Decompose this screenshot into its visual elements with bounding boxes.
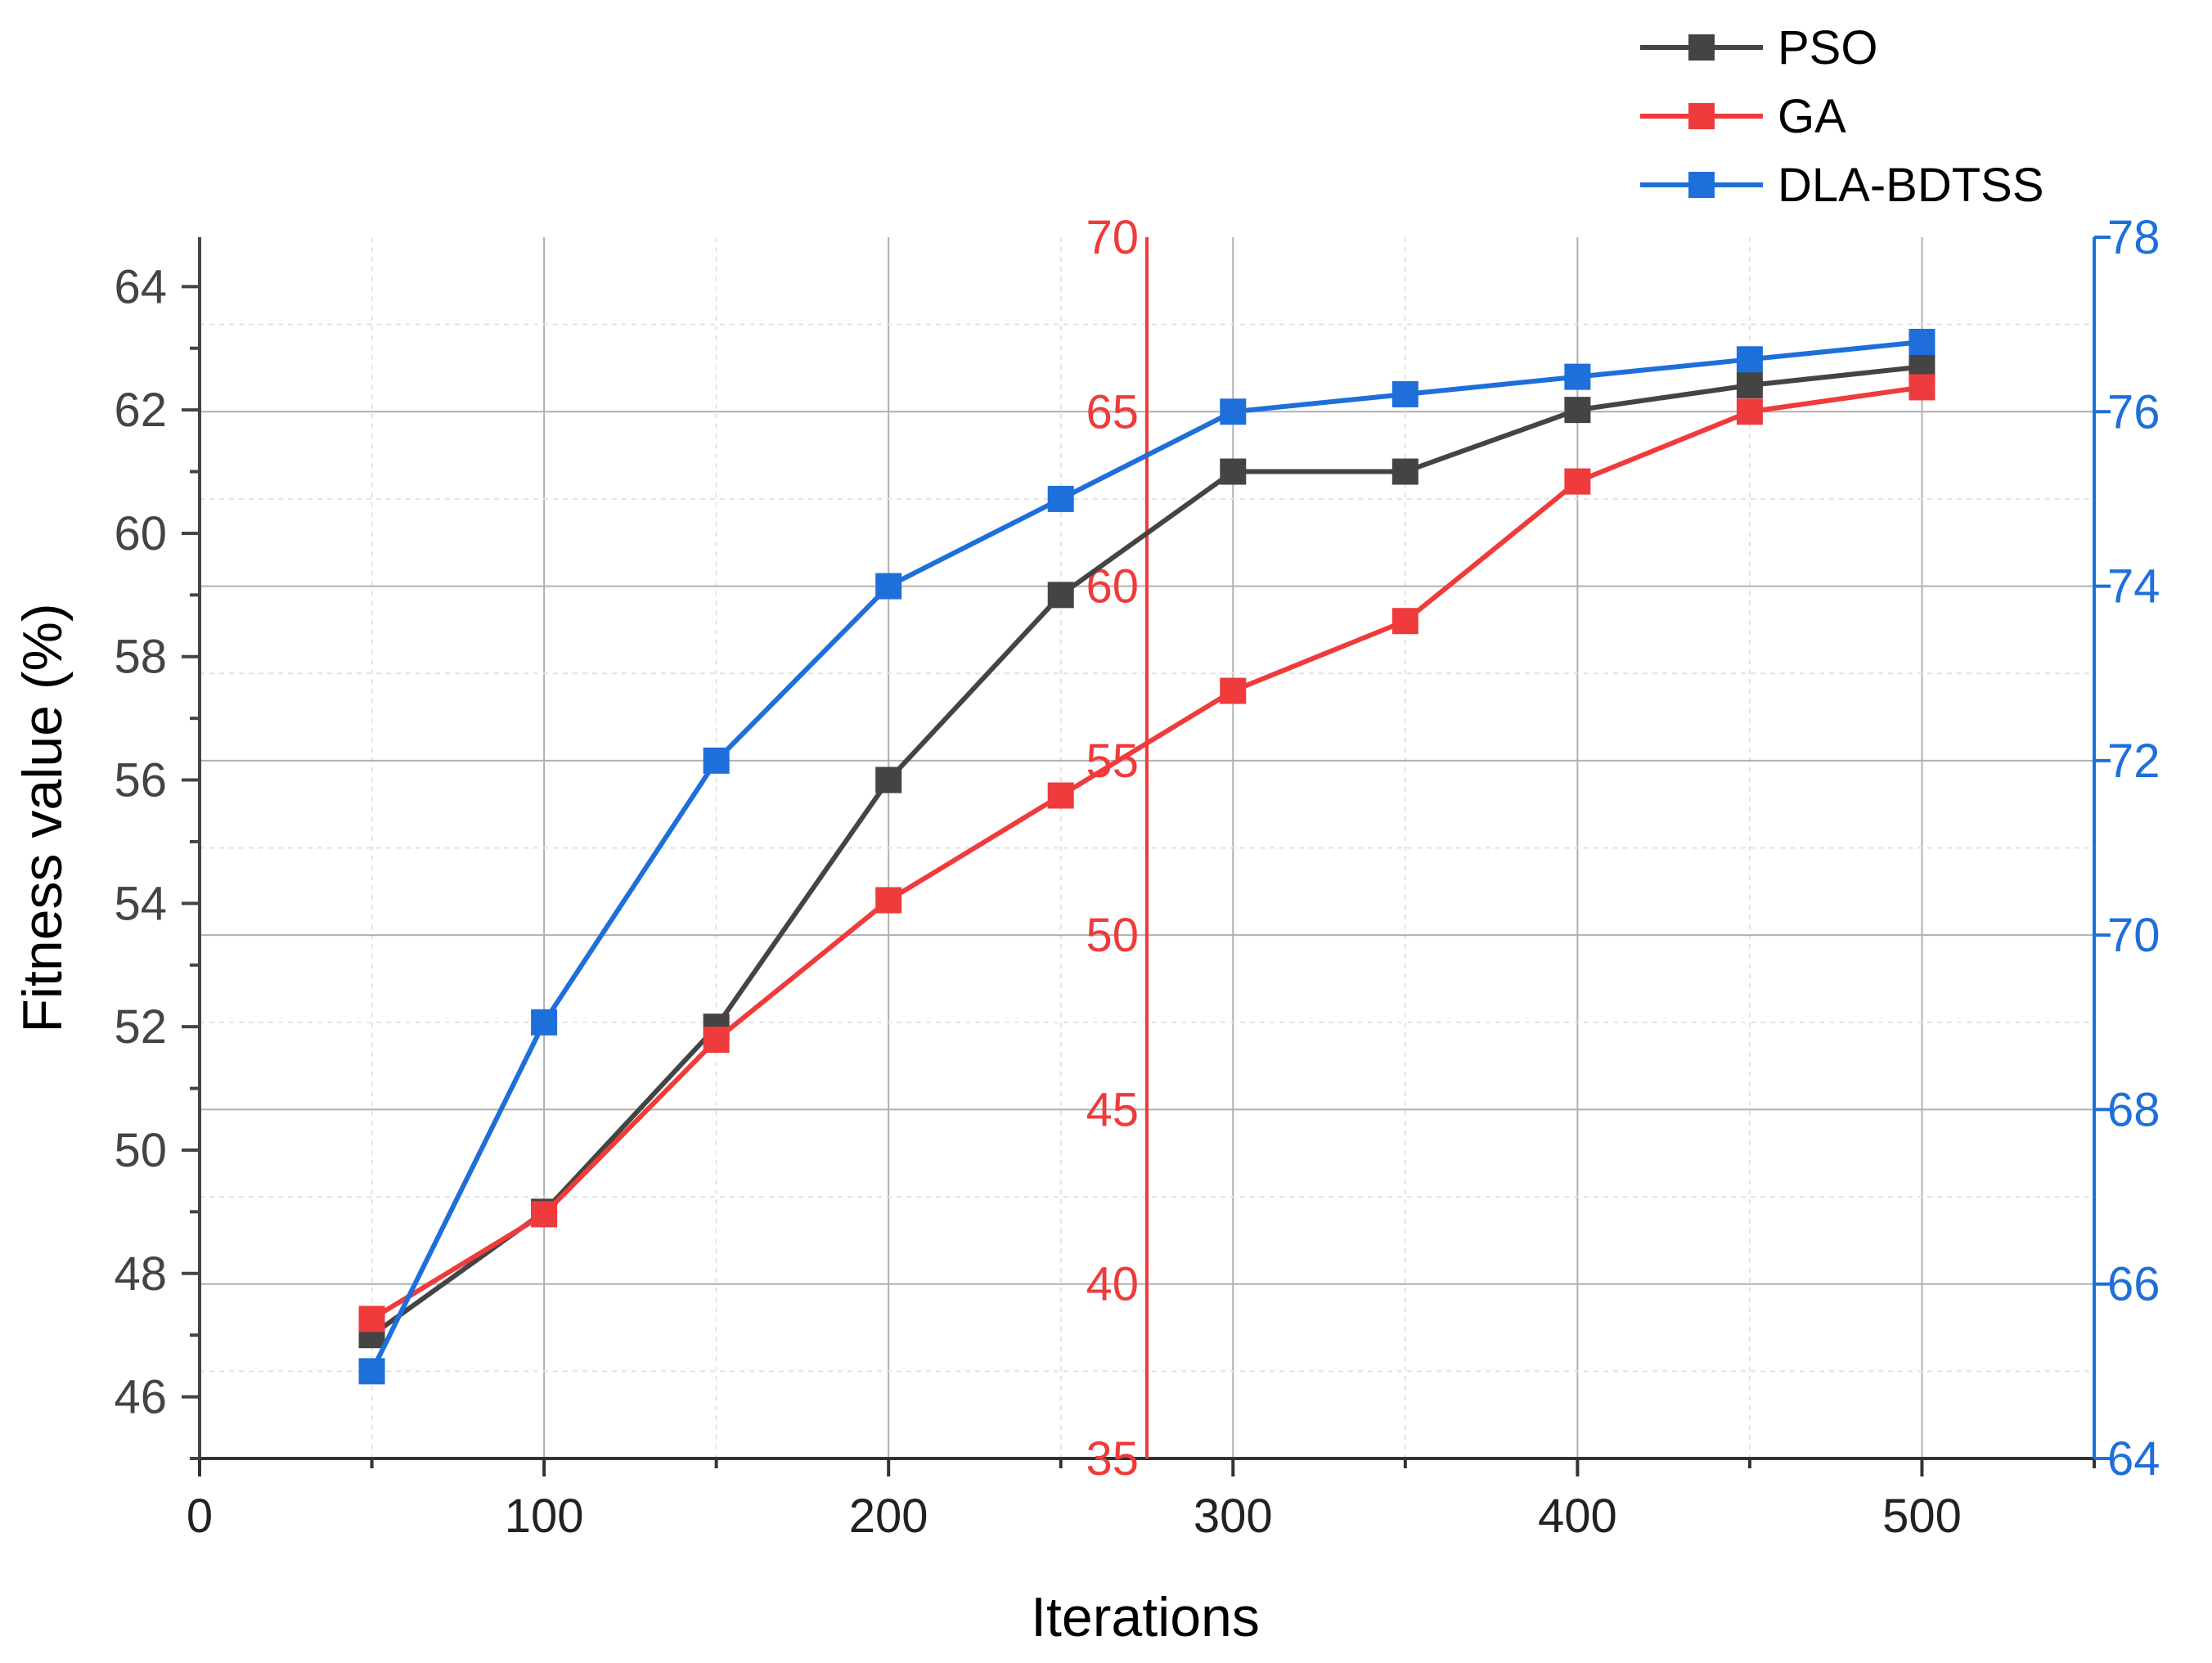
- left-tick-label: 50: [114, 1124, 167, 1177]
- right-tick-label: 64: [2107, 1432, 2160, 1485]
- data-point-pso: [1391, 458, 1418, 485]
- data-point-ga: [875, 887, 902, 914]
- data-point-dla-bdtss: [875, 573, 902, 600]
- data-point-pso: [1736, 371, 1763, 398]
- right-tick-label: 72: [2107, 735, 2160, 788]
- data-point-ga: [1391, 608, 1418, 635]
- left-tick-label: 48: [114, 1247, 167, 1301]
- data-point-pso: [1220, 458, 1247, 485]
- right-tick-label: 68: [2107, 1083, 2160, 1136]
- right-tick-label: 66: [2107, 1258, 2160, 1311]
- data-point-dla-bdtss: [1736, 346, 1763, 373]
- data-point-dla-bdtss: [531, 1009, 558, 1036]
- mid-tick-label: 70: [1086, 211, 1139, 264]
- right-tick-label: 78: [2107, 211, 2160, 264]
- mid-tick-label: 60: [1086, 560, 1139, 614]
- series-dla-bdtss: [358, 328, 1936, 1385]
- legend-marker-pso: [1688, 34, 1715, 61]
- data-point-dla-bdtss: [1564, 363, 1591, 390]
- left-tick-label: 46: [114, 1371, 167, 1424]
- y-axis-title: Fitness value (%): [11, 603, 74, 1032]
- data-point-ga: [703, 1027, 730, 1054]
- data-point-ga: [1047, 782, 1074, 809]
- left-tick-label: 60: [114, 507, 167, 560]
- left-tick-label: 52: [114, 1000, 167, 1054]
- data-point-dla-bdtss: [703, 747, 730, 774]
- x-tick-label: 0: [187, 1490, 213, 1543]
- x-tick-label: 500: [1882, 1490, 1962, 1543]
- x-tick-label: 100: [505, 1490, 584, 1543]
- legend: PSO GA DLA-BDTSS: [1640, 21, 2044, 212]
- legend-label-ga: GA: [1778, 90, 1846, 143]
- mid-tick-label: 45: [1086, 1083, 1139, 1136]
- series-line-dla-bdtss: [369, 339, 1922, 1373]
- mid-tick-label: 50: [1086, 909, 1139, 962]
- legend-item-dla-bdtss: DLA-BDTSS: [1640, 159, 2044, 212]
- data-point-ga: [531, 1201, 558, 1228]
- legend-marker-dla-bdtss: [1688, 172, 1715, 198]
- data-point-dla-bdtss: [1391, 380, 1418, 407]
- series-line-pso: [370, 364, 1922, 1337]
- legend-label-pso: PSO: [1778, 21, 1878, 74]
- right-tick-label: 74: [2107, 560, 2160, 614]
- data-point-ga: [358, 1306, 385, 1333]
- data-point-dla-bdtss: [1047, 485, 1074, 512]
- x-axis-title: Iterations: [1031, 1586, 1260, 1648]
- legend-item-ga: GA: [1640, 90, 1846, 143]
- series-ga: [358, 374, 1936, 1333]
- axes: 0 100 200 300 400 500 46 48 50 52 54 56 58 60 62 64 35 40…: [114, 211, 2160, 1543]
- left-tick-label: 56: [114, 754, 167, 807]
- mid-tick-label: 35: [1086, 1432, 1139, 1485]
- left-tick-label: 64: [114, 260, 167, 313]
- legend-label-dla-bdtss: DLA-BDTSS: [1778, 159, 2044, 212]
- x-tick-label: 400: [1538, 1490, 1617, 1543]
- data-point-pso: [875, 766, 902, 793]
- data-point-pso: [1047, 582, 1074, 609]
- data-point-pso: [1564, 397, 1591, 424]
- mid-tick-label: 55: [1086, 735, 1139, 788]
- series-line-ga: [370, 384, 1922, 1321]
- left-tick-label: 54: [114, 877, 167, 930]
- mid-tick-label: 65: [1086, 385, 1139, 438]
- data-point-dla-bdtss: [1220, 398, 1247, 425]
- x-tick-label: 200: [849, 1490, 928, 1543]
- right-tick-label: 70: [2107, 909, 2160, 962]
- data-point-dla-bdtss: [1909, 328, 1936, 355]
- legend-item-pso: PSO: [1640, 21, 1878, 74]
- left-tick-label: 62: [114, 384, 167, 437]
- data-point-dla-bdtss: [358, 1358, 385, 1385]
- data-point-ga: [1564, 468, 1591, 495]
- data-point-ga: [1909, 374, 1936, 401]
- series: [358, 328, 1936, 1385]
- legend-marker-ga: [1688, 103, 1715, 129]
- data-point-ga: [1736, 398, 1763, 425]
- left-tick-label: 58: [114, 631, 167, 684]
- mid-tick-label: 40: [1086, 1258, 1139, 1311]
- data-point-ga: [1220, 677, 1247, 704]
- x-tick-label: 300: [1194, 1490, 1273, 1543]
- right-tick-label: 76: [2107, 385, 2160, 438]
